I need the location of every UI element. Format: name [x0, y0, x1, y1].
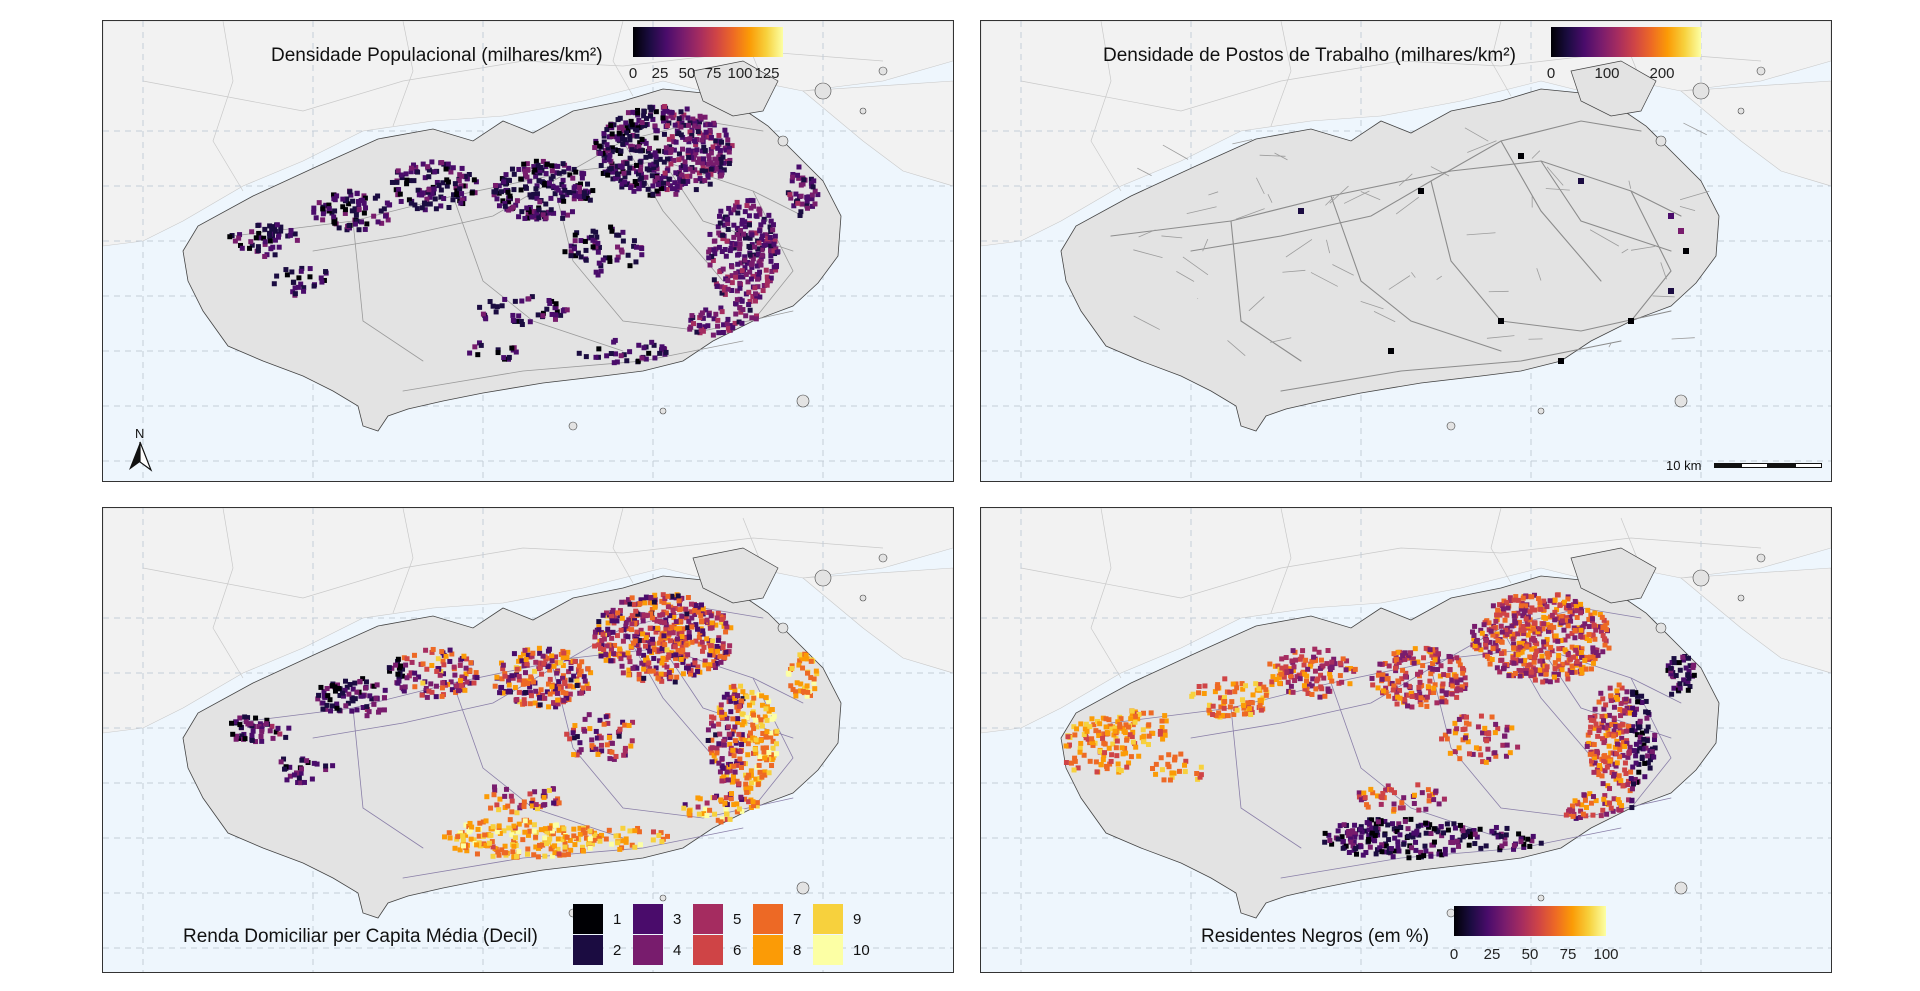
tick-label: 100 — [1593, 946, 1619, 963]
legend-label: 7 — [793, 910, 802, 928]
decile-legend: 1 2 3 4 5 6 7 8 9 10 — [573, 904, 903, 970]
map-title: Densidade de Postos de Trabalho (milhare… — [1103, 45, 1516, 66]
legend-label: 4 — [673, 941, 682, 959]
map-title: Renda Domiciliar per Capita Média (Decil… — [183, 926, 538, 947]
tick-label: 100 — [1594, 65, 1620, 82]
map-income — [103, 508, 953, 972]
tick-label: 75 — [1559, 946, 1577, 963]
legend-swatch — [573, 935, 603, 965]
legend-item: 2 — [573, 935, 621, 965]
north-label: N — [135, 426, 145, 441]
map-panel-black-residents: Residentes Negros (em %) 0 25 50 75 100 — [980, 507, 1832, 973]
tick-label: 0 — [1546, 65, 1556, 82]
legend-swatch — [633, 935, 663, 965]
legend-swatch — [753, 935, 783, 965]
map-jobs — [981, 21, 1831, 481]
map-panel-jobs: Densidade de Postos de Trabalho (milhare… — [980, 20, 1832, 482]
legend-item: 9 — [813, 904, 861, 934]
tick-label: 0 — [1449, 946, 1459, 963]
north-arrow: N — [123, 426, 163, 476]
legend-label: 10 — [853, 941, 870, 959]
legend-label: 2 — [613, 941, 622, 959]
tick-label: 50 — [678, 65, 696, 82]
tick-label: 125 — [754, 65, 780, 82]
tick-label: 25 — [1483, 946, 1501, 963]
colorbar-black-residents — [1454, 906, 1606, 936]
map-title: Residentes Negros (em %) — [1201, 926, 1430, 947]
legend-swatch — [633, 904, 663, 934]
scale-bar-label: 10 km — [1666, 458, 1702, 473]
tick-label: 0 — [628, 65, 638, 82]
map-title: Densidade Populacional (milhares/km²) — [271, 45, 603, 66]
legend-item: 4 — [633, 935, 681, 965]
legend-item: 7 — [753, 904, 801, 934]
legend-label: 8 — [793, 941, 802, 959]
tick-label: 50 — [1521, 946, 1539, 963]
colorbar-jobs — [1551, 27, 1701, 57]
colorbar-population — [633, 27, 783, 57]
legend-item: 8 — [753, 935, 801, 965]
tick-label: 100 — [727, 65, 753, 82]
legend-item: 10 — [813, 935, 870, 965]
tick-label: 25 — [651, 65, 669, 82]
legend-label: 9 — [853, 910, 862, 928]
map-population — [103, 21, 953, 481]
legend-item: 6 — [693, 935, 741, 965]
map-panel-population: Densidade Populacional (milhares/km²) 0 … — [102, 20, 954, 482]
legend-swatch — [693, 935, 723, 965]
legend-label: 3 — [673, 910, 682, 928]
legend-label: 6 — [733, 941, 742, 959]
legend-swatch — [753, 904, 783, 934]
map-panel-income: Renda Domiciliar per Capita Média (Decil… — [102, 507, 954, 973]
legend-item: 3 — [633, 904, 681, 934]
tick-label: 200 — [1649, 65, 1675, 82]
map-black-residents — [981, 508, 1831, 972]
legend-item: 5 — [693, 904, 741, 934]
legend-swatch — [813, 935, 843, 965]
legend-item: 1 — [573, 904, 621, 934]
legend-swatch — [813, 904, 843, 934]
scale-bar: 10 km — [1666, 458, 1826, 478]
north-arrow-icon — [129, 441, 153, 472]
legend-swatch — [573, 904, 603, 934]
legend-swatch — [693, 904, 723, 934]
legend-label: 1 — [613, 910, 622, 928]
tick-label: 75 — [704, 65, 722, 82]
legend-label: 5 — [733, 910, 742, 928]
